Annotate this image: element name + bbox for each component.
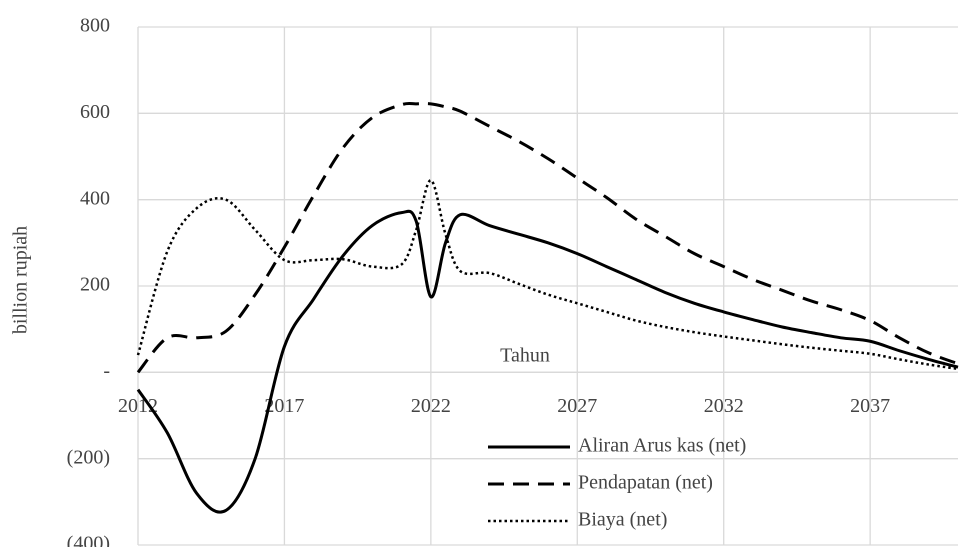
x-axis-label: Tahun [500,345,550,367]
series-line [136,101,959,374]
x-tick-label: 2037 [850,395,890,417]
x-tick-label: 2012 [118,395,158,417]
legend-label: Aliran Arus kas (net) [578,435,746,457]
legend-label: Biaya (net) [578,509,667,531]
series-line [136,178,959,371]
x-tick-label: 2022 [411,395,451,417]
x-tick-label: 2027 [557,395,597,417]
y-tick-label: 400 [80,187,110,209]
series-line [136,209,959,514]
legend-label: Pendapatan (net) [578,472,713,494]
y-axis-label: billion rupiah [10,226,32,334]
y-tick-label: 600 [80,101,110,123]
y-tick-label: (200) [67,446,110,468]
x-tick-label: 2032 [704,395,744,417]
y-tick-label: 200 [80,274,110,296]
y-tick-label: (400) [67,533,110,547]
x-tick-label: 2017 [264,395,304,417]
y-tick-label: - [103,360,110,382]
y-tick-label: 800 [80,15,110,37]
